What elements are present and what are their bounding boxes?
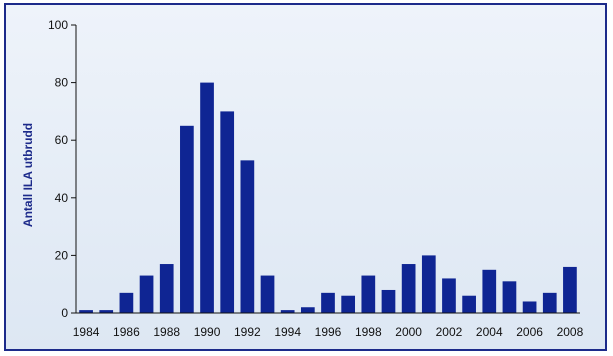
x-tick-label: 1984 <box>73 325 100 339</box>
y-axis-ticks: 0 20 40 60 80 100 <box>48 18 76 320</box>
bar-2002 <box>442 278 456 313</box>
x-tick-label: 1990 <box>194 325 221 339</box>
bar-1984 <box>79 310 93 313</box>
x-tick-label: 2000 <box>395 325 422 339</box>
x-axis-ticks: 1984 1986 1988 1990 1992 1994 1996 1998 2000 2002… <box>73 325 584 339</box>
x-tick-label: 2006 <box>516 325 543 339</box>
bar-1990 <box>200 82 214 313</box>
x-tick-label: 1992 <box>234 325 261 339</box>
x-tick-label: 2008 <box>557 325 584 339</box>
y-axis-label: Antall ILA utbrudd <box>21 123 35 227</box>
bar-1989 <box>180 125 194 313</box>
bar-1998 <box>361 275 376 313</box>
bar-1994 <box>280 310 295 313</box>
bar-1993 <box>260 275 275 313</box>
x-tick-label: 1988 <box>153 325 180 339</box>
bar-1996 <box>321 292 335 313</box>
bar-1997 <box>341 295 356 313</box>
y-tick-label: 80 <box>55 76 69 90</box>
bar-2001 <box>421 255 436 313</box>
bar-1999 <box>381 289 396 313</box>
x-tick-label: 1986 <box>113 325 140 339</box>
bar-1986 <box>119 292 134 313</box>
bar-2007 <box>542 292 557 313</box>
bar-1992 <box>240 160 255 313</box>
y-tick-label: 20 <box>55 248 69 262</box>
bar-2005 <box>502 281 517 313</box>
bar-1995 <box>300 307 315 313</box>
bar-1988 <box>159 264 174 313</box>
bar-2004 <box>482 269 497 313</box>
bar-1985 <box>99 310 114 313</box>
x-tick-label: 2004 <box>476 325 503 339</box>
bar-2008 <box>563 266 577 313</box>
bar-2000 <box>401 264 416 313</box>
y-tick-label: 60 <box>55 133 69 147</box>
x-tick-label: 1994 <box>274 325 301 339</box>
bars-group <box>79 82 577 314</box>
bar-2003 <box>462 295 476 313</box>
bar-1987 <box>139 275 154 313</box>
x-tick-label: 2002 <box>436 325 463 339</box>
y-tick-label: 40 <box>55 191 69 205</box>
x-tick-label: 1998 <box>355 325 382 339</box>
bar-1991 <box>220 111 235 314</box>
y-tick-label: 0 <box>61 306 68 320</box>
bar-2006 <box>522 301 537 313</box>
y-tick-label: 100 <box>48 18 68 32</box>
x-tick-label: 1996 <box>315 325 342 339</box>
